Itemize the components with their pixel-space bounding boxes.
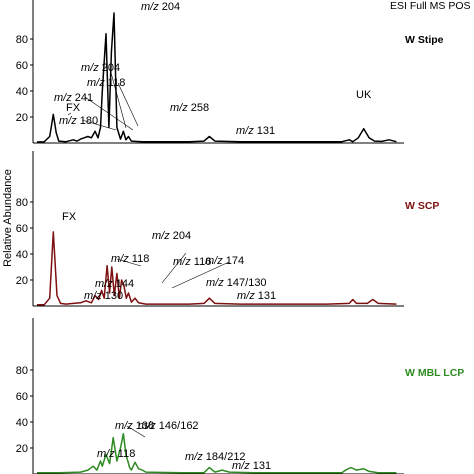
scan-mode-label: ESI Full MS POS [390, 0, 471, 12]
series-line [37, 231, 397, 306]
peak-label: m/z 131 [232, 460, 271, 472]
peak-label: UK [356, 89, 372, 101]
annotation-stem [109, 68, 127, 129]
peak-label: m/z 130 [84, 290, 123, 302]
y-tick-label: 80 [16, 197, 28, 209]
peak-label: m/z 204 [141, 1, 180, 13]
series-line [37, 432, 397, 474]
peak-label: m/z 118 [111, 253, 149, 265]
y-tick-label: 20 [16, 443, 28, 455]
peak-label: m/z 131 [237, 290, 276, 302]
panel-title: W MBL LCP [405, 367, 464, 379]
annotation-stem [116, 258, 142, 267]
peak-label: m/z 204 [81, 62, 120, 74]
y-tick-label: 80 [16, 34, 28, 46]
peak-label: m/z 118 [87, 77, 125, 89]
annotation-stem [161, 252, 187, 284]
y-tick-label: 60 [16, 60, 28, 72]
peak-label: FX [66, 102, 81, 114]
panel-title: W SCP [405, 200, 439, 212]
peak-label: m/z 241 [54, 92, 93, 104]
peak-label: m/z 118 [97, 448, 135, 460]
annotation-stem [81, 119, 117, 131]
peak-label: m/z 184/212 [185, 451, 246, 463]
y-tick-label: 60 [16, 223, 28, 235]
peak-label: m/z 180 [59, 115, 98, 127]
peak-label: m/z 258 [170, 102, 209, 114]
peak-label: m/z 138 [115, 420, 154, 432]
y-axis-label: Relative Abundance [2, 169, 14, 267]
y-tick-label: 40 [16, 417, 28, 429]
y-tick-label: 80 [16, 365, 28, 377]
annotation-stem [67, 112, 72, 116]
peak-label: m/z 147/130 [206, 277, 267, 289]
series-line [36, 12, 397, 143]
panel-1: 20 40 60 80 W Stipe FXm/z 180 m/z 241 m/z 204 m/… [16, 0, 444, 144]
annotation-stem [117, 82, 139, 127]
y-tick-label: 60 [16, 391, 28, 403]
peak-label: m/z 174 [205, 255, 244, 267]
y-tick-label: 40 [16, 249, 28, 261]
annotation-stem [126, 425, 146, 438]
y-tick-label: 20 [16, 275, 28, 287]
peak-label: FX [62, 211, 77, 223]
peak-label: m/z 116 [173, 256, 211, 268]
peak-label: m/z 204 [152, 230, 191, 242]
y-tick-label: 20 [16, 112, 28, 124]
y-tick-label: 40 [16, 86, 28, 98]
annotation-stem [171, 261, 230, 289]
panel-title: W Stipe [405, 34, 444, 46]
peak-label: m/z 146/162 [138, 420, 199, 432]
peak-label: m/z 131 [236, 125, 275, 137]
peak-label: m/z 144 [95, 278, 134, 290]
